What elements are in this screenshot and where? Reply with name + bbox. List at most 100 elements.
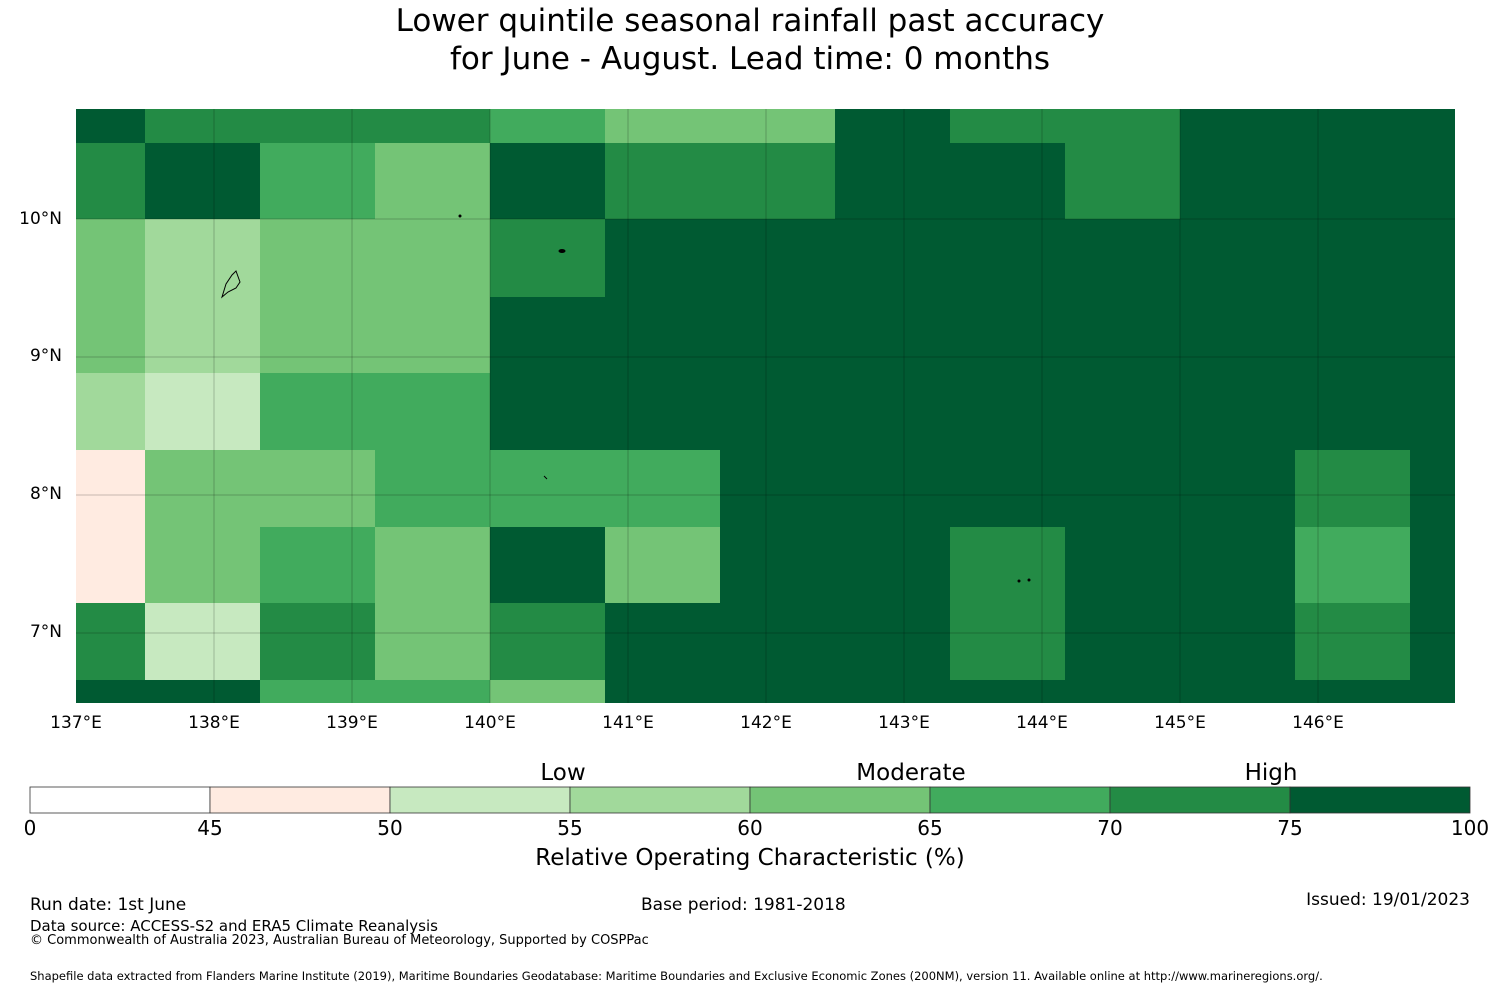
colorbar-tick: 65 <box>917 816 943 840</box>
island-dot <box>1027 578 1031 582</box>
map-cell <box>1295 527 1410 603</box>
map-cell <box>720 219 835 297</box>
map-cell <box>145 527 260 603</box>
colorbar <box>29 786 1471 814</box>
map-title: Lower quintile seasonal rainfall past ac… <box>0 2 1500 78</box>
x-tick-label: 139°E <box>326 713 378 733</box>
map-cell <box>950 450 1065 527</box>
map-cell <box>950 680 1065 703</box>
colorbar-segment <box>29 786 211 814</box>
base-period: Base period: 1981-2018 <box>641 895 846 915</box>
map-cell <box>720 143 835 219</box>
map-cell <box>490 373 605 450</box>
map-cell <box>490 680 605 703</box>
map-cell <box>375 219 490 297</box>
map-cell <box>76 143 145 219</box>
map-cell <box>1295 373 1410 450</box>
map-cell <box>1180 450 1295 527</box>
map-cell <box>145 450 260 527</box>
map-cell <box>1295 297 1410 373</box>
shapefile-credit: Shapefile data extracted from Flanders M… <box>30 969 1323 983</box>
map-cell <box>1295 109 1410 143</box>
map-cell <box>1065 297 1180 373</box>
map-cell <box>1295 143 1410 219</box>
colorbar-segment <box>209 786 391 814</box>
map-cell <box>375 297 490 373</box>
map-cell <box>375 603 490 680</box>
map-cell <box>950 143 1065 219</box>
map-cell <box>720 297 835 373</box>
map-cell <box>605 603 720 680</box>
issued-date: Issued: 19/01/2023 <box>1306 890 1470 910</box>
colorbar-title: Relative Operating Characteristic (%) <box>535 845 965 871</box>
map-cell <box>145 603 260 680</box>
colorbar-tick: 70 <box>1097 816 1123 840</box>
colorbar-segment <box>749 786 931 814</box>
map-cell <box>76 373 145 450</box>
map-cell <box>76 603 145 680</box>
map-cell <box>1180 143 1295 219</box>
map-cell <box>260 527 375 603</box>
map-cell <box>76 450 145 527</box>
map-cell <box>720 373 835 450</box>
island-dot <box>458 214 462 218</box>
colorbar-band-low: Low <box>540 760 586 786</box>
map-cell <box>950 603 1065 680</box>
map-cell <box>375 680 490 703</box>
colorbar-segment <box>1289 786 1471 814</box>
map-cell <box>1065 527 1180 603</box>
map-cell <box>490 143 605 219</box>
map-cell <box>76 219 145 297</box>
map-cell <box>950 527 1065 603</box>
map-cell <box>1065 603 1180 680</box>
map-cell <box>835 680 950 703</box>
map-cell <box>490 603 605 680</box>
map-cell <box>835 527 950 603</box>
colorbar-segment <box>569 786 751 814</box>
map-cell <box>1410 603 1455 680</box>
map-cell <box>605 450 720 527</box>
map-cell <box>1410 527 1455 603</box>
map-cell <box>76 109 145 143</box>
map-cell <box>260 219 375 297</box>
map-cell <box>145 373 260 450</box>
map-cell <box>605 109 720 143</box>
map-cell <box>1410 297 1455 373</box>
x-tick-label: 142°E <box>740 713 792 733</box>
map-cell <box>76 297 145 373</box>
map-cell <box>835 143 950 219</box>
map-cell <box>950 109 1065 143</box>
x-tick-label: 146°E <box>1292 713 1344 733</box>
map-cell <box>145 680 260 703</box>
map-cell <box>260 297 375 373</box>
map-cell <box>145 143 260 219</box>
map-cell <box>1180 109 1295 143</box>
map-cell <box>1295 680 1410 703</box>
island-dot <box>543 475 548 480</box>
map-cell <box>1410 219 1455 297</box>
map-cell <box>1065 450 1180 527</box>
map-cell <box>1410 450 1455 527</box>
map-cell <box>375 373 490 450</box>
map-cell <box>720 680 835 703</box>
colorbar-band-high: High <box>1244 760 1298 786</box>
map-cell <box>950 219 1065 297</box>
map-cell <box>1295 603 1410 680</box>
map-cell <box>1065 109 1180 143</box>
y-tick-label: 9°N <box>29 346 62 366</box>
map-cell <box>1180 297 1295 373</box>
map-cell <box>260 603 375 680</box>
y-tick-label: 10°N <box>19 209 62 229</box>
map-cell <box>260 143 375 219</box>
copyright: © Commonwealth of Australia 2023, Austra… <box>30 933 649 948</box>
map-cells <box>76 109 1455 703</box>
island-dot <box>558 249 566 253</box>
x-tick-label: 145°E <box>1154 713 1206 733</box>
map-cell <box>490 450 605 527</box>
map-cell <box>490 527 605 603</box>
map-cell <box>720 527 835 603</box>
map-cell <box>1410 373 1455 450</box>
map-cell <box>145 109 260 143</box>
x-tick-label: 140°E <box>464 713 516 733</box>
